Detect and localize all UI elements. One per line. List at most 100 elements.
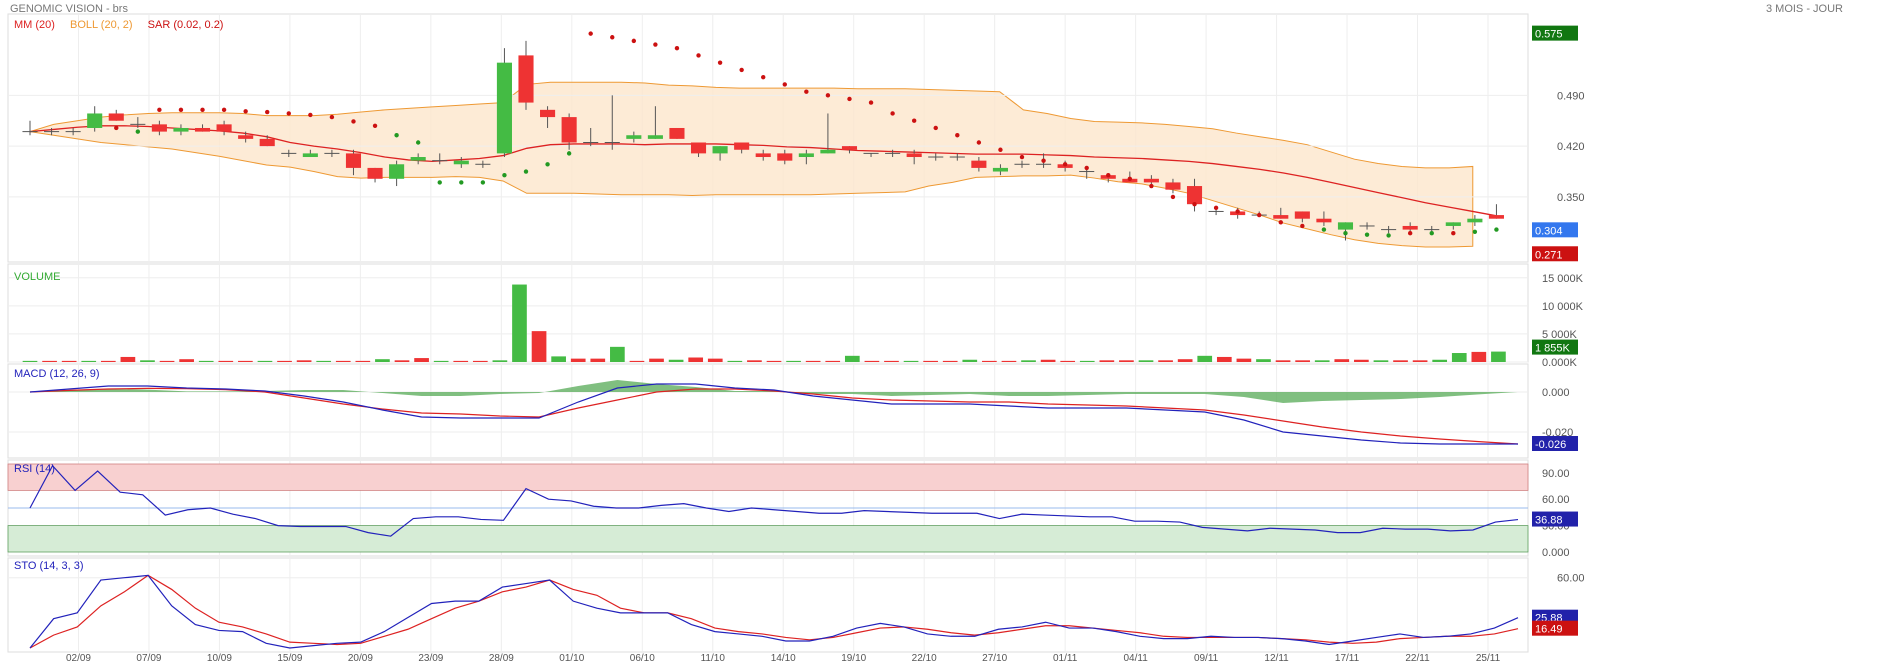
candle-body bbox=[238, 135, 254, 139]
volume-bar bbox=[257, 360, 273, 362]
candle-body bbox=[1445, 222, 1461, 226]
sar-dot bbox=[394, 133, 399, 138]
volume-bar bbox=[414, 358, 429, 362]
volume-bar bbox=[1060, 360, 1076, 362]
rsi-line bbox=[29, 464, 1519, 537]
volume-last-label-bg bbox=[1532, 339, 1578, 355]
macd-last-label: -0.026 bbox=[1535, 439, 1566, 451]
sar-dot bbox=[1106, 172, 1111, 178]
x-tick-label: 09/11 bbox=[1194, 653, 1219, 662]
sar-dot bbox=[804, 89, 809, 94]
sar-dot bbox=[911, 118, 917, 123]
sar-dot bbox=[200, 107, 205, 113]
sar-dot bbox=[1494, 227, 1499, 232]
volume-bar bbox=[688, 357, 704, 362]
ma20-line bbox=[29, 125, 1497, 217]
sar-dot bbox=[1170, 194, 1176, 200]
sar-dot bbox=[1062, 162, 1068, 167]
x-tick-label: 17/11 bbox=[1335, 653, 1360, 662]
sar-dot bbox=[502, 172, 507, 178]
sar-dot bbox=[372, 123, 378, 129]
volume-bar bbox=[1021, 360, 1036, 362]
volume-bar bbox=[1451, 353, 1467, 362]
candle-body bbox=[669, 127, 685, 139]
sar-dot bbox=[114, 125, 119, 131]
volume-bar bbox=[786, 360, 801, 362]
candle-body bbox=[259, 138, 275, 147]
sar-dot bbox=[566, 151, 572, 156]
candle-body bbox=[992, 167, 1008, 172]
candle-body bbox=[690, 142, 707, 154]
volume-bar bbox=[492, 360, 508, 362]
volume-bar bbox=[1491, 351, 1506, 362]
sar-dot bbox=[717, 60, 723, 65]
volume-bar bbox=[355, 360, 371, 362]
sar-dot bbox=[157, 107, 162, 113]
candle-body bbox=[777, 153, 793, 161]
rsi-oversold-zone bbox=[7, 525, 1529, 553]
candle-body bbox=[87, 113, 103, 128]
x-tick-label: 07/09 bbox=[136, 653, 161, 662]
candle-body bbox=[1488, 215, 1504, 219]
sar-dot bbox=[415, 140, 421, 145]
volume-bar bbox=[375, 359, 390, 362]
x-tick-label: 20/09 bbox=[348, 653, 373, 662]
candle-body bbox=[1316, 218, 1332, 223]
sar-dot bbox=[135, 129, 141, 134]
candle-body bbox=[173, 127, 189, 132]
candle-body bbox=[1402, 225, 1418, 230]
volume-bar bbox=[1040, 359, 1056, 362]
x-tick-label: 15/09 bbox=[277, 653, 302, 662]
volume-y-tick: 5 000K bbox=[1542, 329, 1578, 341]
volume-bar bbox=[707, 358, 723, 362]
volume-bar bbox=[433, 360, 449, 362]
sar-dot bbox=[286, 111, 291, 116]
candle-body bbox=[496, 62, 512, 154]
sar-dot bbox=[437, 180, 442, 185]
sar-dot bbox=[351, 119, 356, 124]
price-high-label-bg bbox=[1532, 25, 1578, 41]
volume-bar bbox=[1216, 356, 1232, 362]
volume-bar bbox=[81, 360, 97, 362]
volume-bar bbox=[942, 360, 958, 362]
sar-dot bbox=[221, 107, 227, 113]
volume-bar bbox=[159, 360, 175, 362]
sar-dot bbox=[459, 180, 464, 185]
volume-bar bbox=[1314, 360, 1330, 362]
rsi-last-label: 36.88 bbox=[1535, 515, 1563, 527]
candle-body bbox=[302, 153, 318, 158]
volume-bar bbox=[179, 359, 194, 362]
volume-bar bbox=[844, 355, 860, 362]
volume-bar bbox=[727, 360, 743, 362]
volume-bar bbox=[884, 360, 899, 362]
candle-body bbox=[971, 160, 987, 168]
macd-signal-line bbox=[29, 387, 1519, 445]
x-tick-label: 02/09 bbox=[66, 653, 91, 662]
x-tick-label: 22/10 bbox=[912, 653, 937, 662]
x-tick-label: 27/10 bbox=[982, 653, 1007, 662]
candle-body bbox=[841, 146, 858, 150]
volume-bar bbox=[570, 358, 586, 362]
volume-bar bbox=[1334, 359, 1350, 362]
sar-dot bbox=[868, 100, 874, 105]
volume-bar bbox=[668, 359, 684, 362]
price-high-label: 0.575 bbox=[1535, 29, 1563, 41]
sto-label: STO (14, 3, 3) bbox=[14, 560, 84, 572]
candle-body bbox=[345, 153, 362, 168]
period-selector[interactable]: 3 MOIS - JOUR bbox=[1765, 3, 1843, 15]
volume-bar bbox=[590, 358, 606, 362]
candle-body bbox=[647, 135, 663, 139]
volume-bar bbox=[1275, 360, 1291, 362]
volume-bar bbox=[140, 360, 155, 362]
sar-dot bbox=[653, 42, 658, 47]
macd-y-tick: 0.000 bbox=[1542, 387, 1570, 399]
x-tick-label: 14/10 bbox=[771, 653, 796, 662]
volume-bar bbox=[531, 331, 547, 362]
volume-bar bbox=[1138, 360, 1154, 362]
x-tick-label: 01/10 bbox=[559, 653, 584, 662]
sar-dot bbox=[1149, 183, 1154, 189]
candle-body bbox=[108, 113, 124, 121]
volume-bar bbox=[1354, 359, 1369, 362]
sar-dot bbox=[523, 169, 529, 174]
